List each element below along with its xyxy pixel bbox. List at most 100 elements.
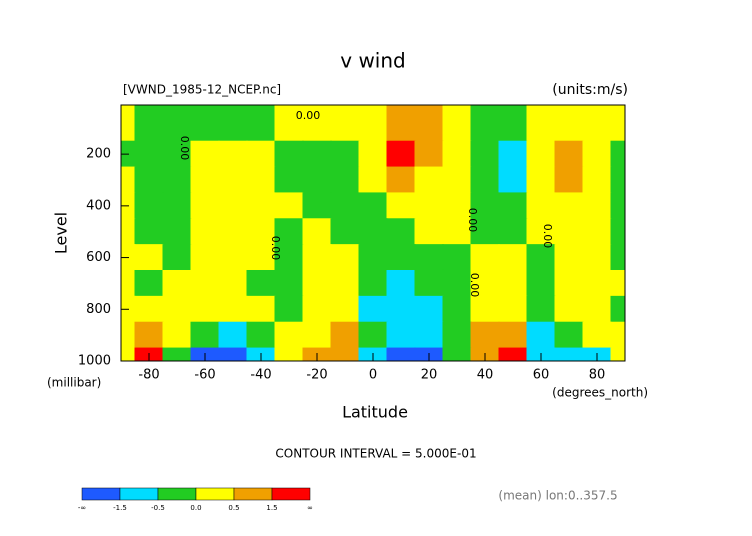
contour-cell xyxy=(526,105,556,142)
contour-cell xyxy=(274,140,304,168)
contour-cell xyxy=(554,192,584,220)
contour-cell xyxy=(554,244,584,271)
contour-cell xyxy=(526,244,556,271)
contour-cell xyxy=(218,269,248,297)
contour-cell xyxy=(302,166,332,194)
contour-cell xyxy=(526,269,556,297)
contour-cell xyxy=(414,269,444,297)
contour-cell xyxy=(330,166,360,194)
contour-cell xyxy=(554,321,584,349)
contour-cell xyxy=(442,347,472,361)
colorbar-label: ∞ xyxy=(307,504,313,512)
contour-cell xyxy=(470,166,500,194)
contour-cell xyxy=(498,105,528,142)
contour-cell xyxy=(358,105,388,142)
contour-cell xyxy=(414,295,444,323)
contour-cell xyxy=(358,321,388,349)
contour-cell xyxy=(414,192,444,220)
contour-cell xyxy=(498,192,528,220)
x-tick-label: 0 xyxy=(369,368,377,383)
contour-cell xyxy=(302,218,332,246)
x-tick-label: 60 xyxy=(533,368,550,383)
contour-cell xyxy=(121,269,136,297)
contour-cell xyxy=(274,295,304,323)
contour-cell xyxy=(274,218,304,246)
contour-cell xyxy=(274,166,304,194)
contour-cell xyxy=(274,192,304,220)
contour-cell xyxy=(582,218,612,246)
contour-cell xyxy=(162,347,192,361)
contour-cell xyxy=(582,166,612,194)
contour-cell xyxy=(498,295,528,323)
contour-cell xyxy=(274,269,304,297)
contour-cell xyxy=(162,321,192,349)
contour-cell xyxy=(610,140,625,168)
contour-cell xyxy=(330,321,360,349)
contour-cell xyxy=(470,295,500,323)
contour-cell xyxy=(246,269,276,297)
colorbar-label: -0.5 xyxy=(151,504,165,512)
contour-cell xyxy=(386,244,416,271)
contour-cell xyxy=(358,192,388,220)
contour-cell xyxy=(134,244,164,271)
contour-cell xyxy=(218,347,248,361)
contour-cell xyxy=(442,105,472,142)
contour-cell xyxy=(414,105,444,142)
contour-cell xyxy=(218,140,248,168)
contour-cell xyxy=(498,269,528,297)
contour-cell xyxy=(610,218,625,246)
contour-cell xyxy=(121,105,136,142)
contour-cell xyxy=(414,218,444,246)
contour-cell xyxy=(498,140,528,168)
contour-label: 0.00 xyxy=(541,224,554,249)
contour-cell xyxy=(246,140,276,168)
contour-cell xyxy=(554,295,584,323)
contour-cell xyxy=(190,244,220,271)
contour-cell xyxy=(162,295,192,323)
contour-cell xyxy=(498,347,528,361)
contour-cell xyxy=(358,166,388,194)
colorbar-label: 0.0 xyxy=(190,504,201,512)
contour-cell xyxy=(330,218,360,246)
contour-cell xyxy=(442,321,472,349)
contour-cell xyxy=(330,192,360,220)
contour-cell xyxy=(302,244,332,271)
contour-cell xyxy=(121,166,136,194)
contour-cell xyxy=(121,347,136,361)
contour-cell xyxy=(358,295,388,323)
contour-cell xyxy=(610,192,625,220)
x-tick-label: -60 xyxy=(194,368,215,383)
contour-cell xyxy=(610,295,625,323)
contour-cell xyxy=(162,269,192,297)
contour-cell xyxy=(358,218,388,246)
contour-cell xyxy=(554,140,584,168)
contour-cell xyxy=(190,166,220,194)
contour-cell xyxy=(386,347,416,361)
contour-cell xyxy=(582,269,612,297)
contour-label: 0.00 xyxy=(468,273,481,298)
contour-cell xyxy=(190,105,220,142)
x-axis-label: Latitude xyxy=(342,403,408,422)
colorbar-swatch xyxy=(157,487,197,501)
contour-label: 0.00 xyxy=(466,208,479,233)
contour-cell xyxy=(526,192,556,220)
y-tick-label: 200 xyxy=(86,147,111,162)
contour-cell xyxy=(162,192,192,220)
x-tick-label: 20 xyxy=(421,368,438,383)
plot-area xyxy=(121,105,625,361)
y-tick-label: 800 xyxy=(86,302,111,317)
contour-cell xyxy=(121,321,136,349)
contour-cell xyxy=(610,244,625,271)
contour-cell xyxy=(470,140,500,168)
x-tick-label: 40 xyxy=(477,368,494,383)
contour-cell xyxy=(246,218,276,246)
contour-cell xyxy=(162,105,192,142)
contour-cell xyxy=(442,295,472,323)
contour-cell xyxy=(134,105,164,142)
colorbar-swatch xyxy=(81,487,121,501)
contour-cell xyxy=(582,140,612,168)
contour-cell xyxy=(190,140,220,168)
mean-note: (mean) lon:0..357.5 xyxy=(498,489,617,503)
contour-cell xyxy=(246,295,276,323)
